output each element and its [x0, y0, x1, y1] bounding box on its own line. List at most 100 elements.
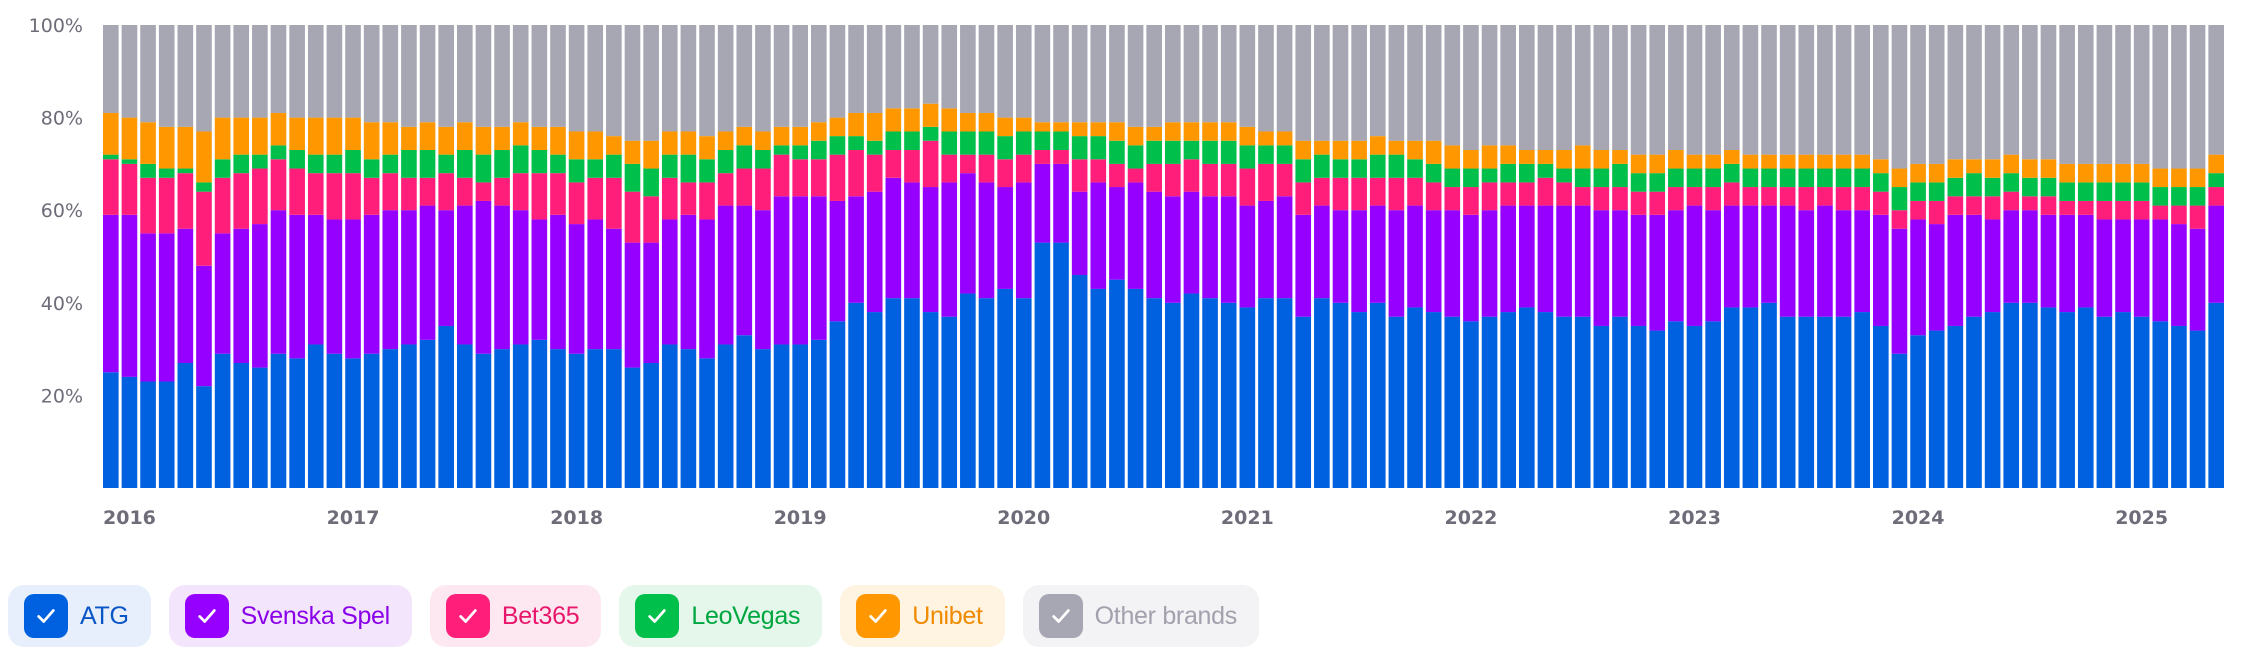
bar-column[interactable]	[2133, 25, 2150, 488]
bar-segment-other-brands[interactable]	[792, 25, 808, 127]
bar-segment-svenska-spel[interactable]	[1928, 224, 1945, 331]
bar-segment-bet365[interactable]	[2077, 200, 2094, 215]
bar-segment-other-brands[interactable]	[1928, 25, 1945, 164]
bar-segment-other-brands[interactable]	[568, 25, 585, 132]
bar-segment-svenska-spel[interactable]	[1593, 210, 1610, 326]
bar-segment-atg[interactable]	[2077, 307, 2094, 488]
bar-segment-leovegas[interactable]	[2040, 177, 2057, 197]
bar-segment-atg[interactable]	[2171, 325, 2187, 488]
bar-segment-bet365[interactable]	[494, 177, 510, 206]
bar-segment-leovegas[interactable]	[773, 145, 790, 155]
bar-column[interactable]	[1165, 25, 1181, 488]
bar-segment-unibet[interactable]	[1556, 150, 1572, 169]
bar-segment-atg[interactable]	[755, 349, 771, 488]
bar-segment-svenska-spel[interactable]	[1071, 191, 1088, 276]
bar-segment-svenska-spel[interactable]	[587, 219, 604, 350]
bar-segment-bet365[interactable]	[1537, 177, 1554, 206]
bar-column[interactable]	[1183, 25, 1200, 488]
bar-segment-bet365[interactable]	[2059, 200, 2075, 215]
bar-segment-atg[interactable]	[1295, 316, 1312, 488]
bar-segment-other-brands[interactable]	[1015, 25, 1032, 118]
bar-segment-other-brands[interactable]	[1314, 25, 1330, 141]
bar-segment-atg[interactable]	[941, 316, 958, 488]
bar-segment-unibet[interactable]	[550, 126, 566, 155]
bar-segment-bet365[interactable]	[121, 163, 138, 215]
bar-segment-svenska-spel[interactable]	[2003, 210, 2020, 303]
bar-column[interactable]	[624, 25, 641, 488]
bar-segment-leovegas[interactable]	[997, 136, 1013, 160]
bar-column[interactable]	[1649, 25, 1666, 488]
bar-segment-other-brands[interactable]	[1388, 25, 1405, 141]
bar-segment-svenska-spel[interactable]	[1649, 214, 1666, 331]
bar-column[interactable]	[1928, 25, 1945, 488]
bar-segment-unibet[interactable]	[1537, 150, 1554, 164]
bar-segment-bet365[interactable]	[1183, 159, 1200, 192]
bar-segment-bet365[interactable]	[438, 173, 454, 211]
bar-segment-unibet[interactable]	[736, 126, 753, 146]
bar-column[interactable]	[848, 25, 864, 488]
bar-segment-bet365[interactable]	[1947, 196, 1964, 215]
bar-segment-other-brands[interactable]	[1723, 25, 1740, 151]
bar-segment-svenska-spel[interactable]	[1015, 182, 1032, 299]
bar-segment-leovegas[interactable]	[1817, 168, 1833, 188]
bar-column[interactable]	[326, 25, 343, 488]
bar-segment-unibet[interactable]	[1425, 140, 1442, 164]
bar-column[interactable]	[1015, 25, 1032, 488]
bar-column[interactable]	[1034, 25, 1051, 488]
bar-segment-unibet[interactable]	[475, 126, 492, 155]
bar-segment-leovegas[interactable]	[1481, 168, 1498, 183]
bar-segment-other-brands[interactable]	[512, 25, 529, 123]
bar-segment-atg[interactable]	[1835, 316, 1852, 488]
bar-column[interactable]	[1686, 25, 1703, 488]
bar-segment-atg[interactable]	[1183, 293, 1200, 488]
bar-segment-bet365[interactable]	[2208, 187, 2224, 206]
bar-column[interactable]	[2189, 25, 2206, 488]
bar-segment-other-brands[interactable]	[1183, 25, 1200, 123]
bar-segment-other-brands[interactable]	[2040, 25, 2057, 160]
bar-segment-svenska-spel[interactable]	[997, 187, 1013, 289]
bar-segment-svenska-spel[interactable]	[233, 228, 250, 363]
bar-segment-svenska-spel[interactable]	[1966, 214, 1982, 317]
bar-segment-other-brands[interactable]	[811, 25, 827, 123]
bar-segment-svenska-spel[interactable]	[717, 205, 734, 345]
bar-segment-other-brands[interactable]	[1146, 25, 1162, 127]
bar-segment-svenska-spel[interactable]	[158, 233, 175, 382]
bar-segment-leovegas[interactable]	[2115, 182, 2131, 201]
bar-segment-other-brands[interactable]	[307, 25, 324, 118]
bar-segment-atg[interactable]	[2189, 330, 2206, 488]
bar-segment-unibet[interactable]	[2171, 168, 2187, 188]
bar-column[interactable]	[1425, 25, 1442, 488]
bar-segment-leovegas[interactable]	[1314, 154, 1330, 178]
bar-segment-bet365[interactable]	[2171, 205, 2187, 225]
bar-segment-svenska-spel[interactable]	[885, 177, 902, 299]
bar-segment-atg[interactable]	[1444, 316, 1461, 488]
bar-segment-leovegas[interactable]	[1928, 182, 1945, 201]
bar-segment-other-brands[interactable]	[1425, 25, 1442, 141]
bar-column[interactable]	[289, 25, 305, 488]
bar-segment-leovegas[interactable]	[1723, 163, 1740, 183]
bar-segment-other-brands[interactable]	[2189, 25, 2206, 169]
bar-segment-other-brands[interactable]	[1165, 25, 1181, 123]
bar-column[interactable]	[1742, 25, 1759, 488]
bar-segment-other-brands[interactable]	[1966, 25, 1982, 160]
bar-segment-other-brands[interactable]	[1798, 25, 1815, 155]
bar-segment-bet365[interactable]	[1239, 168, 1256, 206]
bar-segment-bet365[interactable]	[2003, 191, 2020, 211]
bar-segment-atg[interactable]	[1407, 307, 1423, 488]
bar-segment-leovegas[interactable]	[1574, 168, 1591, 188]
bar-segment-svenska-spel[interactable]	[1090, 182, 1107, 289]
bar-segment-bet365[interactable]	[1053, 150, 1069, 164]
bar-segment-bet365[interactable]	[997, 159, 1013, 188]
bar-segment-leovegas[interactable]	[1649, 173, 1666, 192]
bar-segment-bet365[interactable]	[1146, 163, 1162, 192]
checkbox-checked-icon[interactable]	[24, 594, 68, 638]
bar-segment-unibet[interactable]	[2208, 154, 2224, 174]
bar-segment-other-brands[interactable]	[1556, 25, 1572, 151]
bar-segment-atg[interactable]	[1332, 302, 1349, 488]
bar-segment-atg[interactable]	[475, 353, 492, 488]
bar-segment-leovegas[interactable]	[401, 150, 417, 178]
bar-segment-atg[interactable]	[1742, 307, 1759, 488]
bar-segment-bet365[interactable]	[363, 177, 380, 215]
bar-segment-unibet[interactable]	[1612, 150, 1628, 164]
bar-segment-unibet[interactable]	[1723, 150, 1740, 164]
